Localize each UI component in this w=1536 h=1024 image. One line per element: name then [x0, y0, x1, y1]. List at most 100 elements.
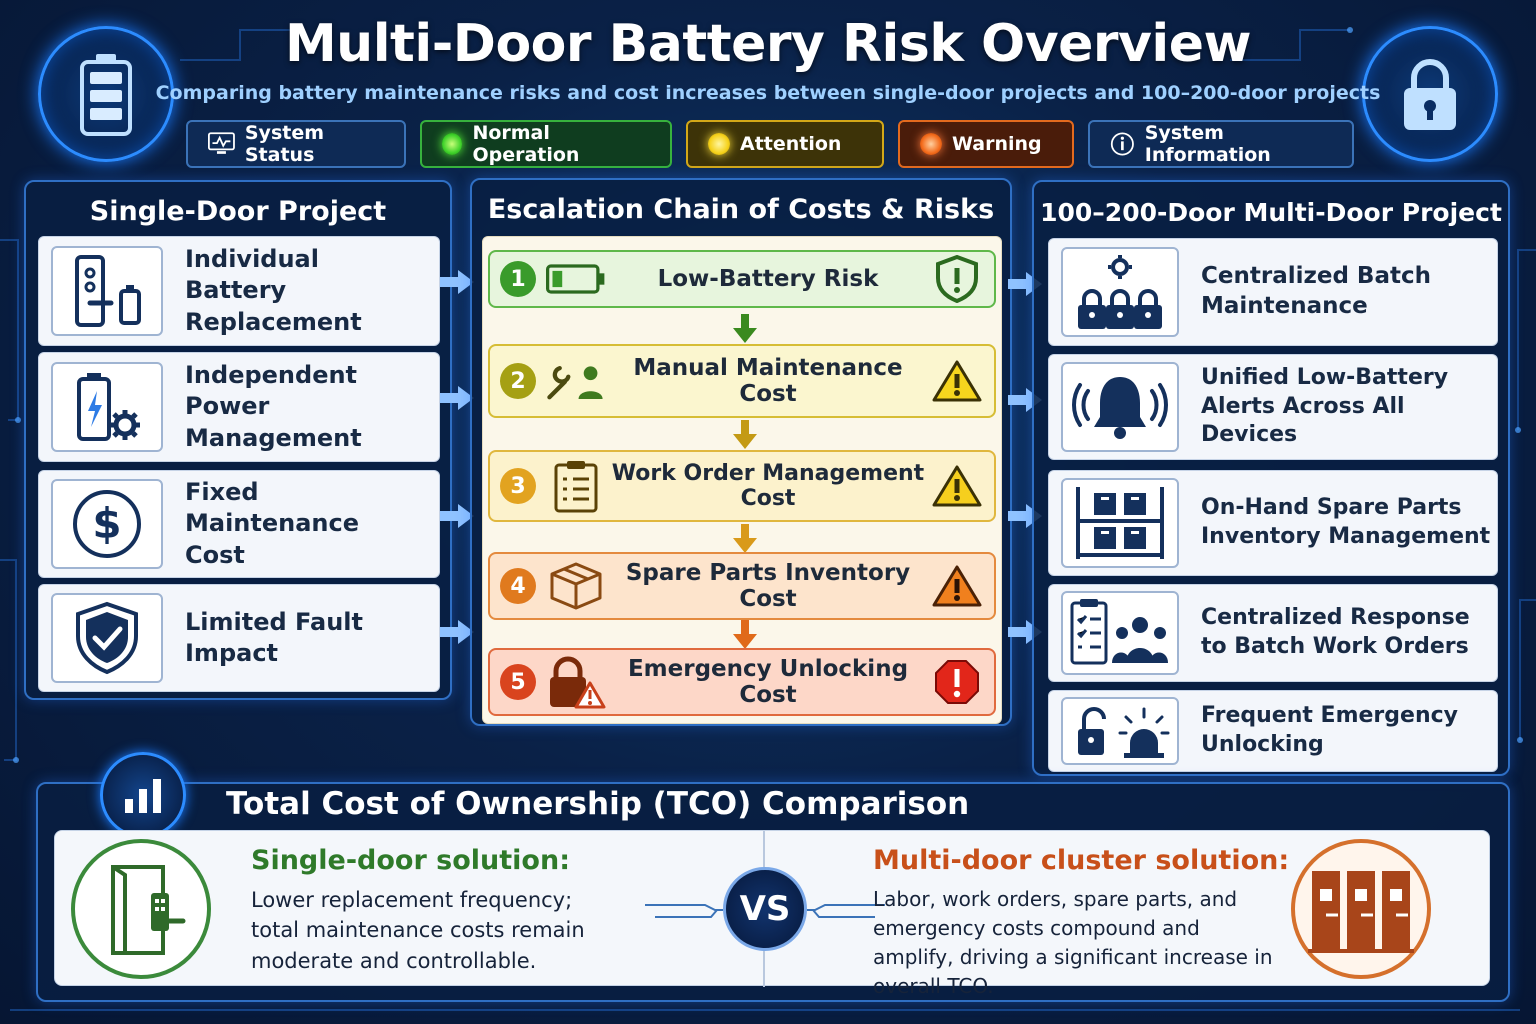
yellow-dot-icon: [708, 133, 730, 155]
escalation-panel: Escalation Chain of Costs & Risks 1 Low-…: [470, 178, 1012, 726]
unlock-alarm-icon: [1078, 707, 1170, 758]
warning-triangle-icon: [932, 565, 982, 607]
escalation-step-3[interactable]: 3 Work Order Management Cost: [488, 450, 996, 522]
bell-icon: [1072, 377, 1168, 439]
arrow-down-icon: [733, 420, 757, 449]
arrow-down-icon: [733, 620, 757, 649]
escalation-step-5[interactable]: 5 Emergency Unlocking Cost: [488, 648, 996, 716]
single-door-item-label: Fixed Maintenance Cost: [185, 478, 360, 569]
connector-lines: [645, 904, 885, 918]
multi-door-item-label: Centralized Batch Maintenance: [1201, 263, 1431, 319]
shelf-icon: [1076, 487, 1164, 559]
step-number: 2: [500, 363, 536, 399]
single-door-item[interactable]: $ Fixed Maintenance Cost: [38, 470, 440, 578]
stop-alert-icon: [935, 660, 979, 704]
attention-label: Attention: [740, 133, 842, 155]
multi-door-item[interactable]: Unified Low-Battery Alerts Across All De…: [1048, 354, 1498, 460]
multi-door-item-label: Centralized Response to Batch Work Order…: [1201, 605, 1470, 659]
lock-warning-icon: [550, 656, 606, 709]
single-door-item-label: Independent Power Management: [185, 361, 362, 452]
warning-label: Warning: [952, 133, 1042, 155]
svg-text:$: $: [92, 499, 121, 548]
step-label: Spare Parts Inventory Cost: [625, 560, 911, 612]
status-bar: System Status Normal Operation Attention…: [186, 120, 1354, 168]
multi-door-item[interactable]: Centralized Response to Batch Work Order…: [1048, 584, 1498, 682]
system-information-label: System Information: [1144, 122, 1271, 166]
multi-door-panel: 100–200-Door Multi-Door Project Centrali…: [1032, 180, 1510, 776]
single-door-item-label: Limited Fault Impact: [185, 607, 364, 667]
normal-operation-indicator[interactable]: Normal Operation: [420, 120, 672, 168]
info-icon: [1110, 132, 1134, 156]
locks-gear-icon: [1078, 255, 1162, 329]
single-door-solution-heading: Single-door solution:: [251, 845, 570, 876]
tco-title: Total Cost of Ownership (TCO) Comparison: [226, 786, 970, 822]
arrow-down-icon: [733, 524, 757, 553]
multi-door-item-label: Frequent Emergency Unlocking: [1201, 703, 1458, 757]
battery-gear-icon: [77, 373, 140, 441]
step-label: Low-Battery Risk: [657, 266, 879, 292]
checklist-team-icon: [1070, 599, 1168, 665]
escalation-step-4[interactable]: 4 Spare Parts Inventory Cost: [488, 552, 996, 620]
step-label: Work Order Management Cost: [611, 461, 925, 511]
page-subtitle: Comparing battery maintenance risks and …: [155, 82, 1381, 104]
multi-door-item[interactable]: Centralized Batch Maintenance: [1048, 238, 1498, 346]
arrow-down-icon: [733, 314, 757, 343]
single-door-solution-text: Lower replacement frequency; total maint…: [251, 888, 585, 973]
battery-icon: [80, 54, 132, 136]
arrow-right-icon: [440, 270, 474, 294]
dollar-icon: $: [73, 490, 141, 558]
low-battery-icon: [546, 264, 605, 294]
bar-chart-icon: [125, 779, 161, 813]
multi-door-item-label: Unified Low-Battery Alerts Across All De…: [1201, 365, 1449, 448]
arrow-right-icon: [440, 620, 474, 644]
single-door-icon: [111, 865, 186, 955]
arrow-right-icon: [440, 386, 474, 410]
warning-indicator[interactable]: Warning: [898, 120, 1074, 168]
step-number: 4: [500, 568, 536, 604]
warning-triangle-icon: [932, 465, 982, 507]
step-number: 1: [500, 261, 536, 297]
monitor-icon: [208, 132, 235, 154]
multi-door-title: 100–200-Door Multi-Door Project: [1040, 198, 1502, 227]
step-label: Manual Maintenance Cost: [633, 355, 903, 407]
single-door-solution-badge: [71, 839, 211, 979]
single-door-item[interactable]: Limited Fault Impact: [38, 584, 440, 692]
system-information-button[interactable]: System Information: [1088, 120, 1354, 168]
battery-badge: [38, 26, 174, 162]
normal-operation-label: Normal Operation: [472, 122, 580, 166]
single-door-item[interactable]: Independent Power Management: [38, 352, 440, 462]
tco-comparison: Single-door solution: Lower replacement …: [54, 830, 1490, 998]
multi-door-solution-heading: Multi-door cluster solution:: [873, 845, 1290, 876]
single-door-panel: Single-Door Project Individual Battery R…: [24, 180, 452, 700]
shield-check-icon: [76, 601, 138, 675]
single-door-item-label: Individual Battery Replacement: [185, 245, 362, 336]
single-door-title: Single-Door Project: [89, 196, 387, 227]
multi-door-icon: [1308, 871, 1414, 953]
step-number: 5: [500, 664, 536, 700]
multi-door-item[interactable]: On-Hand Spare Parts Inventory Management: [1048, 470, 1498, 576]
escalation-step-1[interactable]: 1 Low-Battery Risk: [488, 250, 996, 308]
tco-badge: [100, 752, 186, 838]
warning-triangle-icon: [932, 360, 982, 402]
step-number: 3: [500, 468, 536, 504]
system-status-label: System Status: [244, 122, 325, 166]
page-title: Multi-Door Battery Risk Overview: [284, 14, 1252, 74]
box-icon: [550, 562, 602, 610]
escalation-title: Escalation Chain of Costs & Risks: [487, 194, 995, 225]
door-lock-battery-icon: [75, 255, 141, 327]
lock-badge: [1362, 26, 1498, 162]
escalation-step-2[interactable]: 2 Manual Maintenance Cost: [488, 344, 996, 418]
multi-door-item-label: On-Hand Spare Parts Inventory Management: [1201, 495, 1491, 549]
padlock-icon: [1404, 59, 1456, 130]
vs-badge: VS: [723, 867, 807, 951]
system-status-button[interactable]: System Status: [186, 120, 406, 168]
wrench-person-icon: [547, 365, 603, 400]
multi-door-solution-text: Labor, work orders, spare parts, and eme…: [873, 887, 1273, 998]
orange-dot-icon: [920, 133, 942, 155]
single-door-item[interactable]: Individual Battery Replacement: [38, 236, 440, 346]
attention-indicator[interactable]: Attention: [686, 120, 884, 168]
shield-alert-icon: [936, 255, 978, 303]
multi-door-item[interactable]: Frequent Emergency Unlocking: [1048, 690, 1498, 772]
arrow-right-icon: [440, 504, 474, 528]
step-label: Emergency Unlocking Cost: [627, 656, 909, 708]
